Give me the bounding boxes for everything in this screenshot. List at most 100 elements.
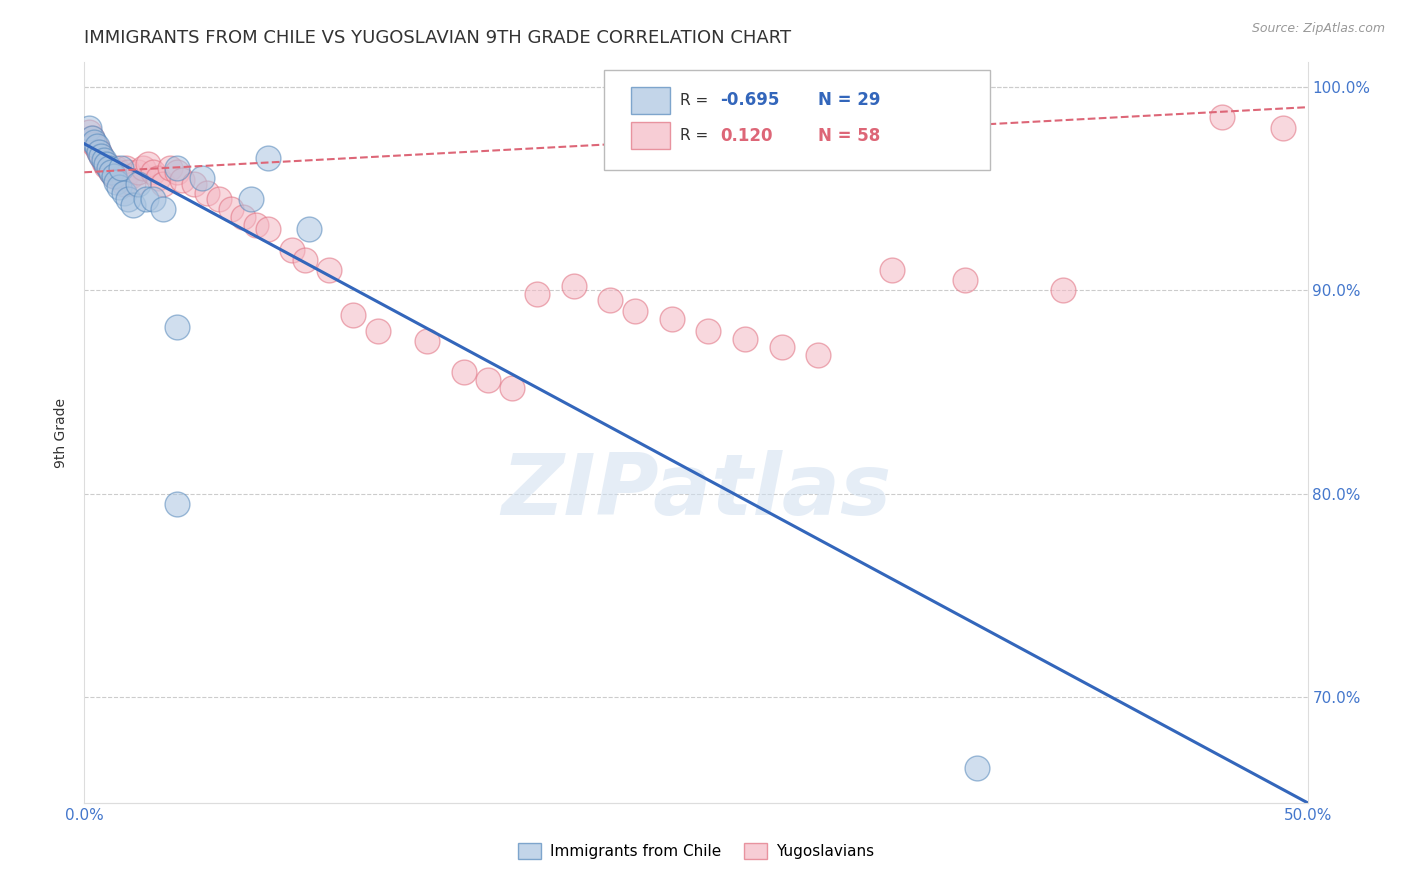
- Point: [294, 252, 316, 267]
- Point: [117, 165, 139, 179]
- Point: [661, 311, 683, 326]
- Point: [166, 165, 188, 179]
- Point: [966, 761, 988, 775]
- Point: [97, 161, 120, 176]
- Text: ZIPatlas: ZIPatlas: [501, 450, 891, 533]
- Point: [127, 165, 149, 179]
- Point: [110, 161, 132, 176]
- Point: [281, 243, 304, 257]
- Point: [142, 192, 165, 206]
- Point: [807, 348, 830, 362]
- Point: [152, 178, 174, 192]
- Point: [477, 373, 499, 387]
- Text: 0.120: 0.120: [720, 127, 773, 145]
- Point: [453, 365, 475, 379]
- Point: [107, 165, 129, 179]
- Y-axis label: 9th Grade: 9th Grade: [55, 398, 69, 467]
- Point: [208, 192, 231, 206]
- Point: [257, 151, 280, 165]
- Text: R =: R =: [681, 128, 713, 144]
- Point: [318, 263, 340, 277]
- Point: [245, 218, 267, 232]
- Point: [115, 161, 138, 176]
- Text: -0.695: -0.695: [720, 91, 780, 109]
- Point: [172, 173, 194, 187]
- FancyBboxPatch shape: [605, 70, 990, 169]
- Point: [93, 155, 115, 169]
- Point: [166, 497, 188, 511]
- Point: [80, 130, 103, 145]
- Point: [416, 334, 439, 348]
- Point: [599, 293, 621, 308]
- Point: [239, 192, 262, 206]
- Point: [83, 135, 105, 149]
- Point: [103, 169, 125, 184]
- Point: [135, 192, 157, 206]
- Point: [166, 319, 188, 334]
- Point: [502, 381, 524, 395]
- Point: [257, 222, 280, 236]
- Point: [103, 169, 125, 184]
- Point: [122, 178, 145, 192]
- Point: [152, 202, 174, 216]
- Point: [107, 179, 129, 194]
- Point: [97, 161, 120, 176]
- Point: [367, 324, 389, 338]
- Point: [132, 161, 155, 176]
- Point: [1272, 120, 1295, 135]
- Point: [117, 192, 139, 206]
- Point: [77, 125, 100, 139]
- Point: [1052, 283, 1074, 297]
- Text: R =: R =: [681, 93, 713, 108]
- Point: [195, 186, 218, 200]
- Point: [624, 303, 647, 318]
- Point: [1211, 111, 1233, 125]
- Point: [770, 340, 793, 354]
- Point: [342, 308, 364, 322]
- Point: [96, 157, 118, 171]
- Point: [232, 210, 254, 224]
- Point: [183, 178, 205, 192]
- Point: [100, 165, 122, 179]
- Point: [697, 324, 720, 338]
- Point: [90, 149, 112, 163]
- Point: [127, 178, 149, 192]
- Point: [562, 279, 585, 293]
- Point: [734, 332, 756, 346]
- Point: [112, 186, 135, 200]
- Point: [120, 169, 142, 184]
- Point: [105, 176, 128, 190]
- FancyBboxPatch shape: [631, 122, 671, 149]
- Point: [122, 198, 145, 212]
- Point: [142, 165, 165, 179]
- Point: [105, 161, 128, 176]
- Point: [219, 202, 242, 216]
- Point: [136, 157, 159, 171]
- Point: [110, 171, 132, 186]
- Point: [100, 165, 122, 179]
- Point: [90, 149, 112, 163]
- Point: [77, 120, 100, 135]
- Point: [191, 171, 214, 186]
- Point: [526, 287, 548, 301]
- Point: [166, 161, 188, 176]
- Point: [80, 130, 103, 145]
- Point: [93, 153, 115, 167]
- Point: [83, 136, 105, 151]
- Legend: Immigrants from Chile, Yugoslavians: Immigrants from Chile, Yugoslavians: [512, 838, 880, 865]
- Point: [159, 161, 181, 176]
- Point: [880, 263, 903, 277]
- Point: [87, 145, 110, 159]
- Point: [86, 138, 108, 153]
- Point: [87, 145, 110, 159]
- Text: IMMIGRANTS FROM CHILE VS YUGOSLAVIAN 9TH GRADE CORRELATION CHART: IMMIGRANTS FROM CHILE VS YUGOSLAVIAN 9TH…: [84, 29, 792, 47]
- Point: [298, 222, 321, 236]
- FancyBboxPatch shape: [631, 87, 671, 113]
- Point: [953, 273, 976, 287]
- Point: [146, 171, 169, 186]
- Point: [86, 141, 108, 155]
- Text: N = 29: N = 29: [818, 91, 880, 109]
- Point: [112, 178, 135, 192]
- Text: Source: ZipAtlas.com: Source: ZipAtlas.com: [1251, 22, 1385, 36]
- Point: [96, 159, 118, 173]
